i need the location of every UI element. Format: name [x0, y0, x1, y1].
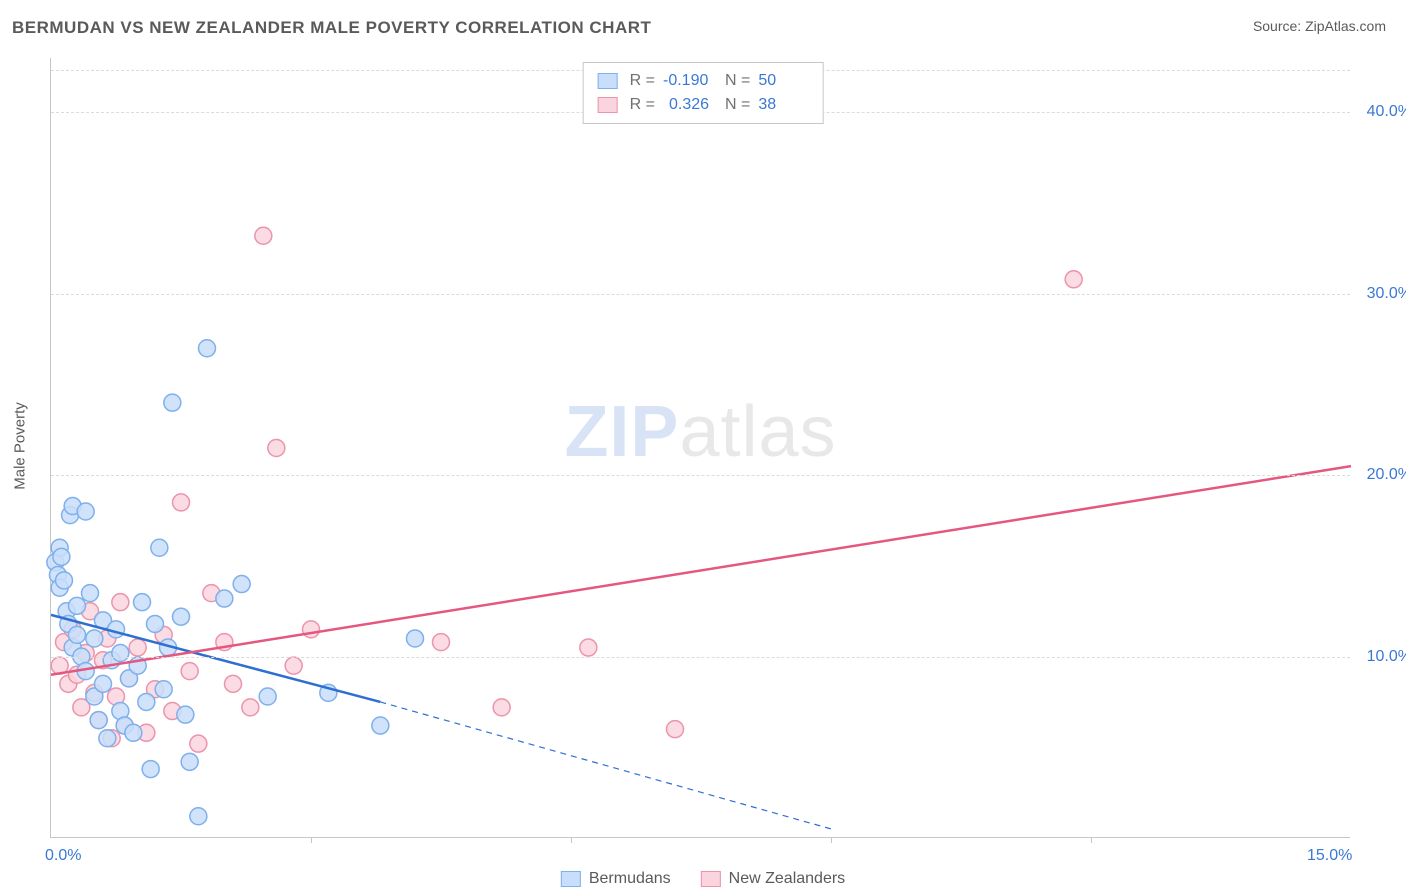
chart-title: BERMUDAN VS NEW ZEALANDER MALE POVERTY C… [12, 18, 651, 38]
n-label-2: N = [725, 93, 750, 117]
swatch-bermudans [598, 73, 618, 89]
r-label-2: R = [630, 93, 655, 117]
source-prefix: Source: [1253, 18, 1305, 34]
r-value-nz: 0.326 [663, 93, 713, 117]
y-axis-label: Male Poverty [12, 402, 29, 490]
legend-swatch-bermudans [561, 871, 581, 887]
plot-svg [51, 58, 1351, 838]
chart-container: BERMUDAN VS NEW ZEALANDER MALE POVERTY C… [0, 0, 1406, 892]
stats-legend-box: R = -0.190 N = 50 R = 0.326 N = 38 [583, 62, 824, 124]
legend-label-bermudans: Bermudans [589, 870, 671, 888]
source-name: ZipAtlas.com [1305, 18, 1386, 34]
plot-area: ZIPatlas 10.0%20.0%30.0%40.0%0.0%15.0% [50, 58, 1350, 838]
r-value-bermudans: -0.190 [663, 69, 713, 93]
legend-item-nz: New Zealanders [701, 870, 846, 888]
bottom-legend: Bermudans New Zealanders [561, 870, 845, 888]
r-label: R = [630, 69, 655, 93]
stats-row-nz: R = 0.326 N = 38 [598, 93, 809, 117]
legend-swatch-nz [701, 871, 721, 887]
legend-label-nz: New Zealanders [729, 870, 846, 888]
legend-item-bermudans: Bermudans [561, 870, 671, 888]
n-value-nz: 38 [758, 93, 808, 117]
n-value-bermudans: 50 [758, 69, 808, 93]
n-label: N = [725, 69, 750, 93]
source-attribution: Source: ZipAtlas.com [1253, 18, 1386, 34]
stats-row-bermudans: R = -0.190 N = 50 [598, 69, 809, 93]
swatch-nz [598, 97, 618, 113]
